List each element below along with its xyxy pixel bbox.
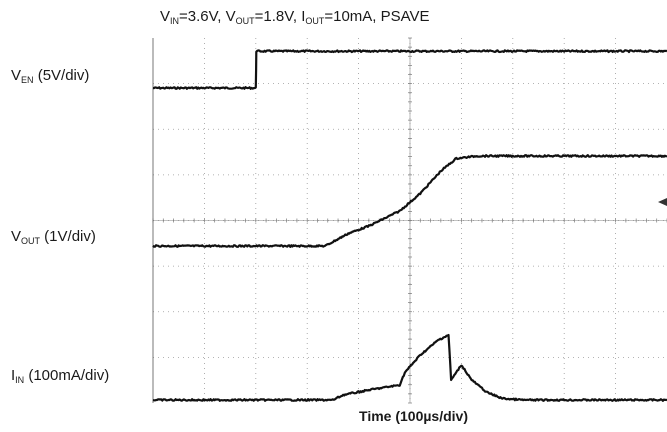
title-vout: VOUT=1.8V, <box>225 8 302 26</box>
channel-label-vout: VOUT (1V/div) <box>11 228 96 246</box>
channel-label-iin: IIN (100mA/div) <box>11 367 110 385</box>
trace-ven <box>152 49 667 90</box>
trace-iin <box>152 333 667 402</box>
channel-label-ven: VEN (5V/div) <box>11 67 90 85</box>
trigger-marker-icon <box>658 198 667 206</box>
trace-vout <box>152 154 667 248</box>
title-iout: IOUT=10mA, PSAVE <box>301 8 430 26</box>
title-vin: VIN=3.6V, <box>160 8 226 26</box>
x-axis-label: Time (100µs/div) <box>359 408 468 424</box>
chart-title: VIN=3.6V, VOUT=1.8V, IOUT=10mA, PSAVE <box>160 9 430 26</box>
